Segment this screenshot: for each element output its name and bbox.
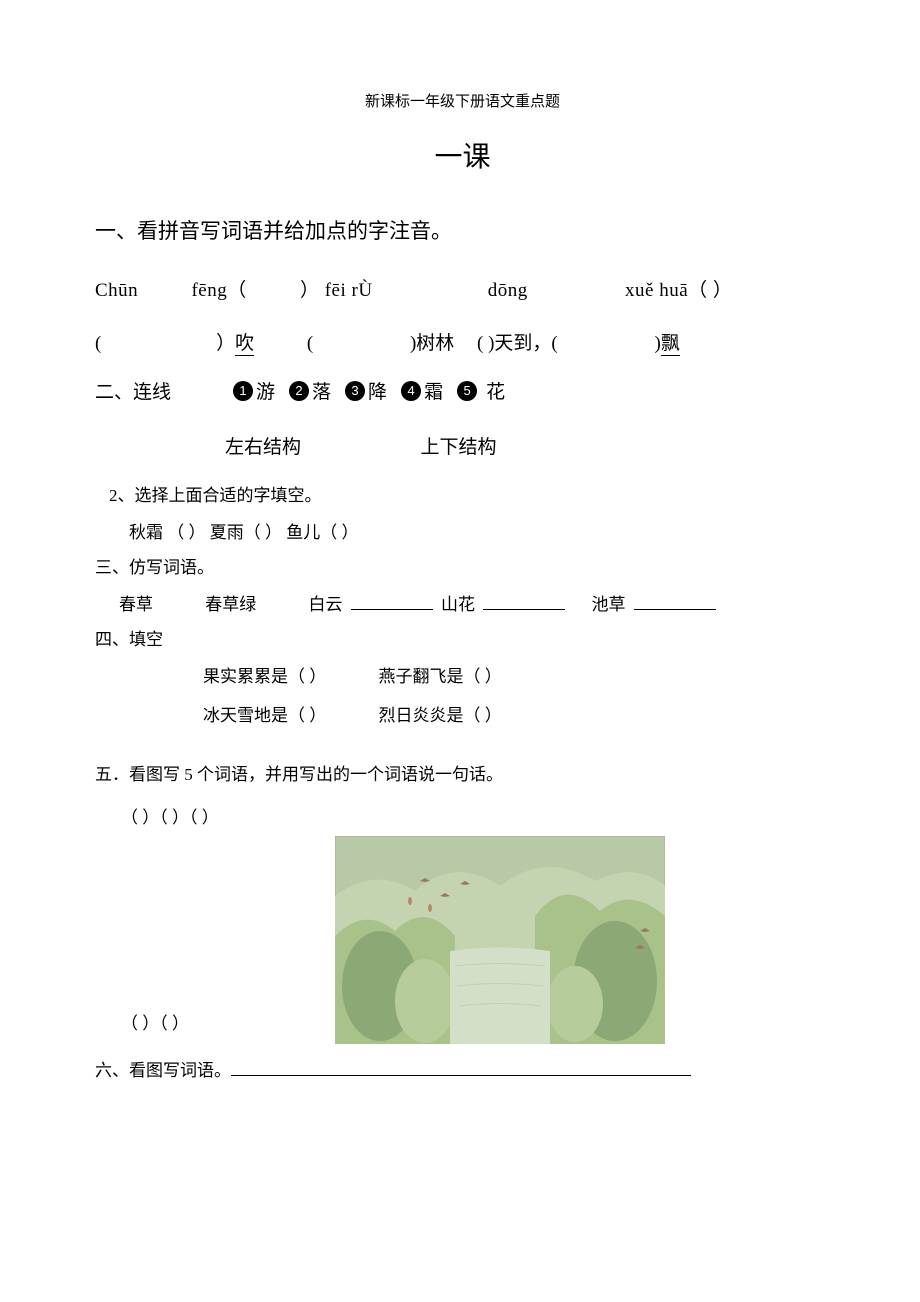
blank-long[interactable] <box>231 1062 691 1076</box>
fill-row-4-2: 冰天雪地是（ ） 烈日炎炎是（ ） <box>95 701 830 726</box>
num-1-icon: 1 <box>233 381 253 401</box>
paren-row-top: （ ）（ ）（ ） <box>95 803 830 828</box>
section-2-heading: 二、连线 1游 2落 3降 4霜 5花 <box>95 377 830 404</box>
section-3-heading: 三、仿写词语。 <box>95 553 830 578</box>
structure-row: 左右结构 上下结构 <box>95 432 830 459</box>
section-6-heading: 六、看图写词语。 <box>95 1056 830 1081</box>
char-jiang: 降 <box>368 377 387 404</box>
section-5-heading: 五．看图写 5 个词语，并用写出的一个词语说一句话。 <box>95 760 830 785</box>
word-chuncao: 春草 <box>119 595 153 614</box>
num-4-icon: 4 <box>401 381 421 401</box>
num-5-icon: 5 <box>457 381 477 401</box>
char-shuang: 霜 <box>424 377 443 404</box>
image-area: （ ）（ ） <box>95 836 830 1046</box>
pinyin-row-1: Chūn fēng（ ） fēi rÙ dōng xuě huā（ ） <box>95 275 830 302</box>
q4-2b: 烈日炎炎是（ ） <box>379 706 502 725</box>
answer-row-1: ( ）吹 ( )树林 ( )天到，( )飘 <box>95 328 830 355</box>
num-3-icon: 3 <box>345 381 365 401</box>
sub-question-2: 2、选择上面合适的字填空。 <box>95 481 830 506</box>
word-shanhua: 山花 <box>441 595 475 614</box>
word-baiyun: 白云 <box>309 595 343 614</box>
imitation-row: 春草 春草绿 白云 山花 池草 <box>95 590 830 615</box>
char-shulin: )树林 <box>410 333 454 354</box>
char-piao: )飘 <box>655 333 680 356</box>
fill-row-4-1: 果实累累是（ ） 燕子翻飞是（ ） <box>95 662 830 687</box>
q4-1a: 果实累累是（ ） <box>203 667 326 686</box>
word-chuncaolv: 春草绿 <box>205 595 256 614</box>
struct-left-right: 左右结构 <box>225 437 301 458</box>
struct-up-down: 上下结构 <box>421 437 497 458</box>
scenery-image <box>335 836 665 1044</box>
pinyin-dong: dōng <box>488 280 528 301</box>
pinyin-feiru: ） fēi rÙ <box>300 280 373 301</box>
pinyin-feng: fēng（ <box>191 280 246 301</box>
section-2-label: 二、连线 <box>95 377 171 404</box>
paren-row-bottom: （ ）（ ） <box>121 1009 189 1034</box>
section-1-heading: 一、看拼音写词语并给加点的字注音。 <box>95 215 830 245</box>
paren-open-2: ( <box>307 333 313 354</box>
pinyin-xuehua: xuě huā（ ） <box>625 280 732 301</box>
doc-title: 一课 <box>95 135 830 175</box>
blank-2[interactable] <box>483 596 565 610</box>
doc-subtitle: 新课标一年级下册语文重点题 <box>95 90 830 111</box>
paren-open-1: ( <box>95 333 101 354</box>
char-tiandao: ( )天到，( <box>477 333 558 354</box>
blank-1[interactable] <box>351 596 433 610</box>
char-you: 游 <box>256 377 275 404</box>
word-chicao: 池草 <box>592 595 626 614</box>
char-hua: 花 <box>486 377 505 404</box>
q4-2a: 冰天雪地是（ ） <box>203 706 326 725</box>
section-4-heading: 四、填空 <box>95 625 830 650</box>
blank-3[interactable] <box>634 596 716 610</box>
q4-1b: 燕子翻飞是（ ） <box>379 667 502 686</box>
pinyin-chun: Chūn <box>95 280 138 301</box>
char-chui: ）吹 <box>216 333 254 356</box>
num-2-icon: 2 <box>289 381 309 401</box>
char-luo: 落 <box>312 377 331 404</box>
section-6-label: 六、看图写词语。 <box>95 1061 231 1080</box>
fill-row-1: 秋霜 （ ） 夏雨（ ） 鱼儿（ ） <box>95 518 830 543</box>
